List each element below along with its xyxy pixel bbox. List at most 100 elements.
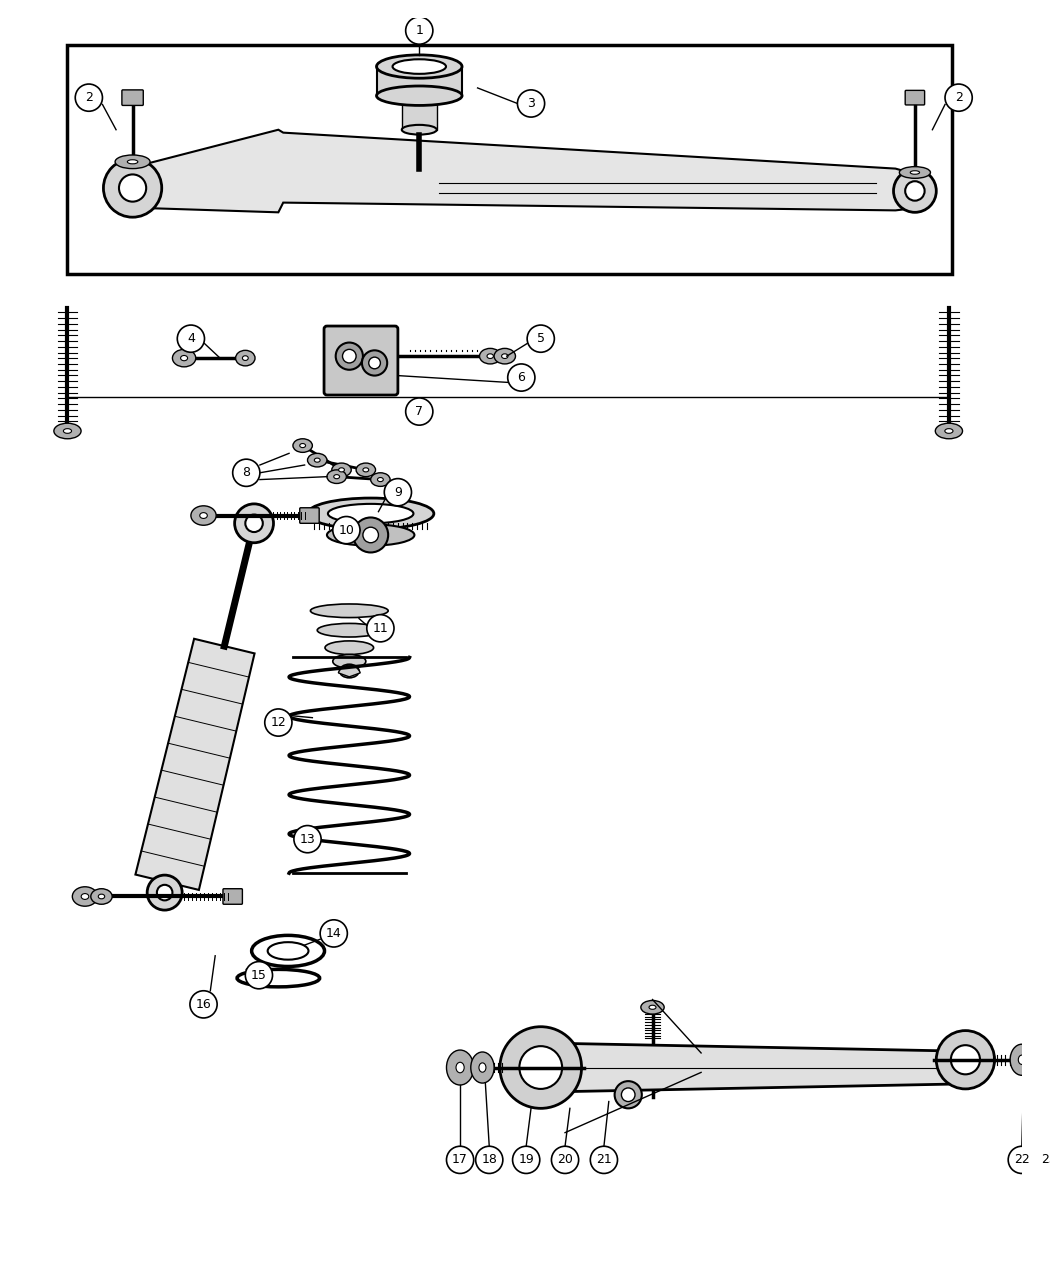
Text: 11: 11 bbox=[373, 622, 388, 635]
Circle shape bbox=[446, 1146, 474, 1173]
Ellipse shape bbox=[200, 513, 207, 519]
Circle shape bbox=[405, 398, 433, 425]
Ellipse shape bbox=[1010, 1044, 1033, 1075]
Ellipse shape bbox=[317, 623, 381, 638]
Circle shape bbox=[520, 1047, 562, 1089]
Ellipse shape bbox=[327, 470, 346, 483]
Circle shape bbox=[527, 325, 554, 352]
Ellipse shape bbox=[191, 506, 216, 525]
Text: 18: 18 bbox=[481, 1154, 498, 1167]
Text: 6: 6 bbox=[518, 371, 525, 384]
Circle shape bbox=[500, 1026, 582, 1108]
Ellipse shape bbox=[116, 156, 150, 168]
Text: 20: 20 bbox=[558, 1154, 573, 1167]
Ellipse shape bbox=[356, 463, 376, 477]
Ellipse shape bbox=[81, 894, 89, 899]
Text: 9: 9 bbox=[394, 486, 402, 499]
Ellipse shape bbox=[1029, 1047, 1050, 1074]
Polygon shape bbox=[377, 66, 462, 91]
Circle shape bbox=[512, 1146, 540, 1173]
Text: 10: 10 bbox=[338, 524, 354, 537]
Ellipse shape bbox=[308, 499, 434, 529]
Ellipse shape bbox=[1036, 1056, 1043, 1063]
Ellipse shape bbox=[99, 894, 105, 899]
Circle shape bbox=[353, 518, 388, 552]
Circle shape bbox=[951, 1046, 980, 1075]
Ellipse shape bbox=[945, 428, 953, 434]
Polygon shape bbox=[555, 1043, 953, 1091]
Ellipse shape bbox=[333, 654, 365, 668]
Circle shape bbox=[366, 615, 394, 641]
Text: 2: 2 bbox=[85, 91, 92, 105]
Ellipse shape bbox=[371, 473, 391, 486]
Circle shape bbox=[320, 919, 348, 947]
Ellipse shape bbox=[900, 167, 930, 179]
Ellipse shape bbox=[235, 351, 255, 366]
Wedge shape bbox=[338, 666, 360, 677]
Text: 4: 4 bbox=[187, 333, 195, 346]
Circle shape bbox=[1008, 1146, 1035, 1173]
Circle shape bbox=[177, 325, 205, 352]
Circle shape bbox=[362, 351, 387, 376]
Ellipse shape bbox=[1018, 1056, 1025, 1065]
Circle shape bbox=[937, 1030, 994, 1089]
Text: 23: 23 bbox=[1042, 1154, 1050, 1167]
Circle shape bbox=[518, 89, 545, 117]
Circle shape bbox=[233, 459, 260, 486]
Ellipse shape bbox=[495, 348, 516, 363]
Circle shape bbox=[614, 1081, 642, 1108]
Circle shape bbox=[384, 478, 412, 506]
Ellipse shape bbox=[328, 504, 414, 523]
Circle shape bbox=[336, 343, 363, 370]
Ellipse shape bbox=[487, 354, 494, 358]
Ellipse shape bbox=[172, 349, 195, 367]
Polygon shape bbox=[402, 96, 437, 130]
Ellipse shape bbox=[377, 55, 462, 78]
Text: 5: 5 bbox=[537, 333, 545, 346]
Ellipse shape bbox=[640, 1001, 665, 1014]
Ellipse shape bbox=[446, 1051, 474, 1085]
Text: 14: 14 bbox=[326, 927, 341, 940]
Ellipse shape bbox=[339, 664, 359, 678]
Ellipse shape bbox=[299, 444, 306, 448]
Ellipse shape bbox=[470, 1052, 495, 1082]
Circle shape bbox=[294, 825, 321, 853]
Text: 17: 17 bbox=[453, 1154, 468, 1167]
Ellipse shape bbox=[54, 423, 81, 439]
Circle shape bbox=[905, 181, 925, 200]
Circle shape bbox=[246, 515, 262, 532]
FancyBboxPatch shape bbox=[299, 507, 319, 523]
Circle shape bbox=[551, 1146, 579, 1173]
Circle shape bbox=[119, 175, 146, 201]
Circle shape bbox=[622, 1088, 635, 1102]
Text: 19: 19 bbox=[519, 1154, 534, 1167]
Text: 16: 16 bbox=[195, 998, 211, 1011]
Text: 12: 12 bbox=[271, 717, 287, 729]
Circle shape bbox=[342, 349, 356, 363]
Circle shape bbox=[363, 527, 378, 543]
Bar bbox=[67, 45, 952, 274]
Circle shape bbox=[246, 961, 273, 989]
Ellipse shape bbox=[936, 423, 963, 439]
Circle shape bbox=[590, 1146, 617, 1173]
Circle shape bbox=[333, 516, 360, 543]
Circle shape bbox=[104, 159, 162, 217]
Ellipse shape bbox=[502, 354, 508, 358]
FancyBboxPatch shape bbox=[122, 89, 143, 106]
Polygon shape bbox=[128, 130, 920, 213]
Circle shape bbox=[405, 17, 433, 45]
Circle shape bbox=[156, 885, 172, 900]
FancyBboxPatch shape bbox=[905, 91, 925, 105]
Ellipse shape bbox=[402, 125, 437, 135]
Ellipse shape bbox=[377, 85, 462, 106]
Ellipse shape bbox=[327, 524, 415, 546]
Ellipse shape bbox=[72, 887, 98, 907]
Ellipse shape bbox=[90, 889, 112, 904]
Ellipse shape bbox=[127, 159, 138, 163]
Text: 7: 7 bbox=[415, 405, 423, 418]
Ellipse shape bbox=[63, 428, 71, 434]
Circle shape bbox=[234, 504, 273, 543]
Ellipse shape bbox=[326, 641, 374, 654]
Ellipse shape bbox=[308, 454, 327, 467]
Circle shape bbox=[476, 1146, 503, 1173]
